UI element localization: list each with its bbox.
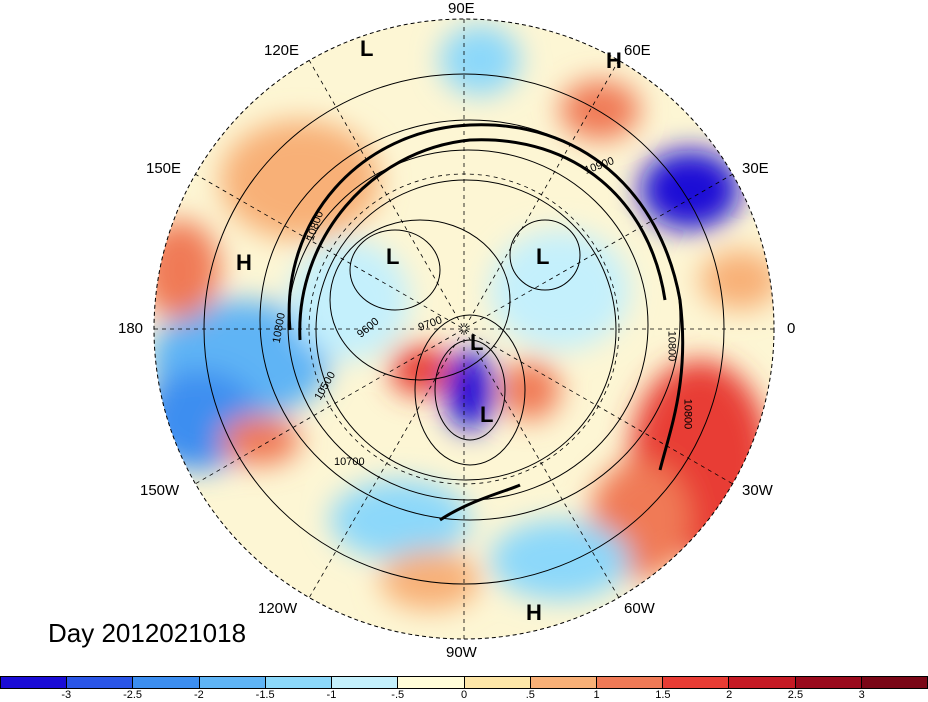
lon-label-0: 0 <box>787 320 796 337</box>
jet-contours <box>287 123 685 522</box>
colorbar-label: 0 <box>460 689 468 701</box>
colorbar-segment <box>795 677 862 688</box>
colorbar-label: -2.5 <box>123 689 143 701</box>
colorbar-label: -.5 <box>391 689 405 701</box>
colorbar-label: -1.5 <box>255 689 275 701</box>
low-center: L <box>480 402 494 427</box>
colorbar <box>0 676 928 689</box>
colorbar-segment <box>398 677 465 688</box>
contour-label: 10800 <box>681 398 694 430</box>
colorbar-segment <box>67 677 134 688</box>
colorbar-segment <box>265 677 333 688</box>
lon-label-90e: 90E <box>448 0 475 17</box>
colorbar-segment <box>729 677 796 688</box>
low-center: L <box>470 330 484 355</box>
lon-label-60e: 60E <box>624 42 651 59</box>
lon-label-120w: 120W <box>258 600 298 617</box>
colorbar-segment <box>861 677 928 688</box>
colorbar-segment <box>133 677 200 688</box>
lon-label-60w: 60W <box>624 600 655 617</box>
colorbar-segment <box>530 677 597 688</box>
colorbar-label: -2 <box>193 689 204 701</box>
lon-label-120e: 120E <box>264 42 300 59</box>
date-title: Day 2012021018 <box>48 618 247 648</box>
colorbar-label: .5 <box>525 689 535 701</box>
lon-label-180: 180 <box>118 320 144 337</box>
colorbar-label: -1 <box>326 689 337 701</box>
lon-label-90w: 90W <box>446 644 477 661</box>
colorbar-label: 1.5 <box>655 689 671 701</box>
colorbar-segment <box>464 677 531 688</box>
contour-label: 10800 <box>665 330 678 362</box>
colorbar-label: 1 <box>593 689 600 701</box>
high-center: H <box>526 600 542 625</box>
lon-label-150w: 150W <box>140 482 180 499</box>
low-center: L <box>536 244 550 269</box>
low-center: L <box>386 244 400 269</box>
colorbar-segment <box>199 677 266 688</box>
colorbar-segment <box>596 677 664 688</box>
colorbar-segment <box>1 677 68 688</box>
low-center: L <box>360 36 374 61</box>
colorbar-label: 2 <box>726 689 733 701</box>
high-center: H <box>236 250 252 275</box>
high-center: H <box>606 48 622 73</box>
colorbar-label: -3 <box>61 689 72 701</box>
lon-label-30e: 30E <box>742 160 769 177</box>
colorbar-label: 3 <box>858 689 865 701</box>
colorbar-segment <box>663 677 730 688</box>
colorbar-label: 2.5 <box>787 689 804 701</box>
lon-label-30w: 30W <box>742 482 773 499</box>
colorbar-segment <box>332 677 399 688</box>
graticule <box>154 19 774 639</box>
contour-label: 10700 <box>334 456 365 468</box>
lon-label-150e: 150E <box>146 160 182 177</box>
